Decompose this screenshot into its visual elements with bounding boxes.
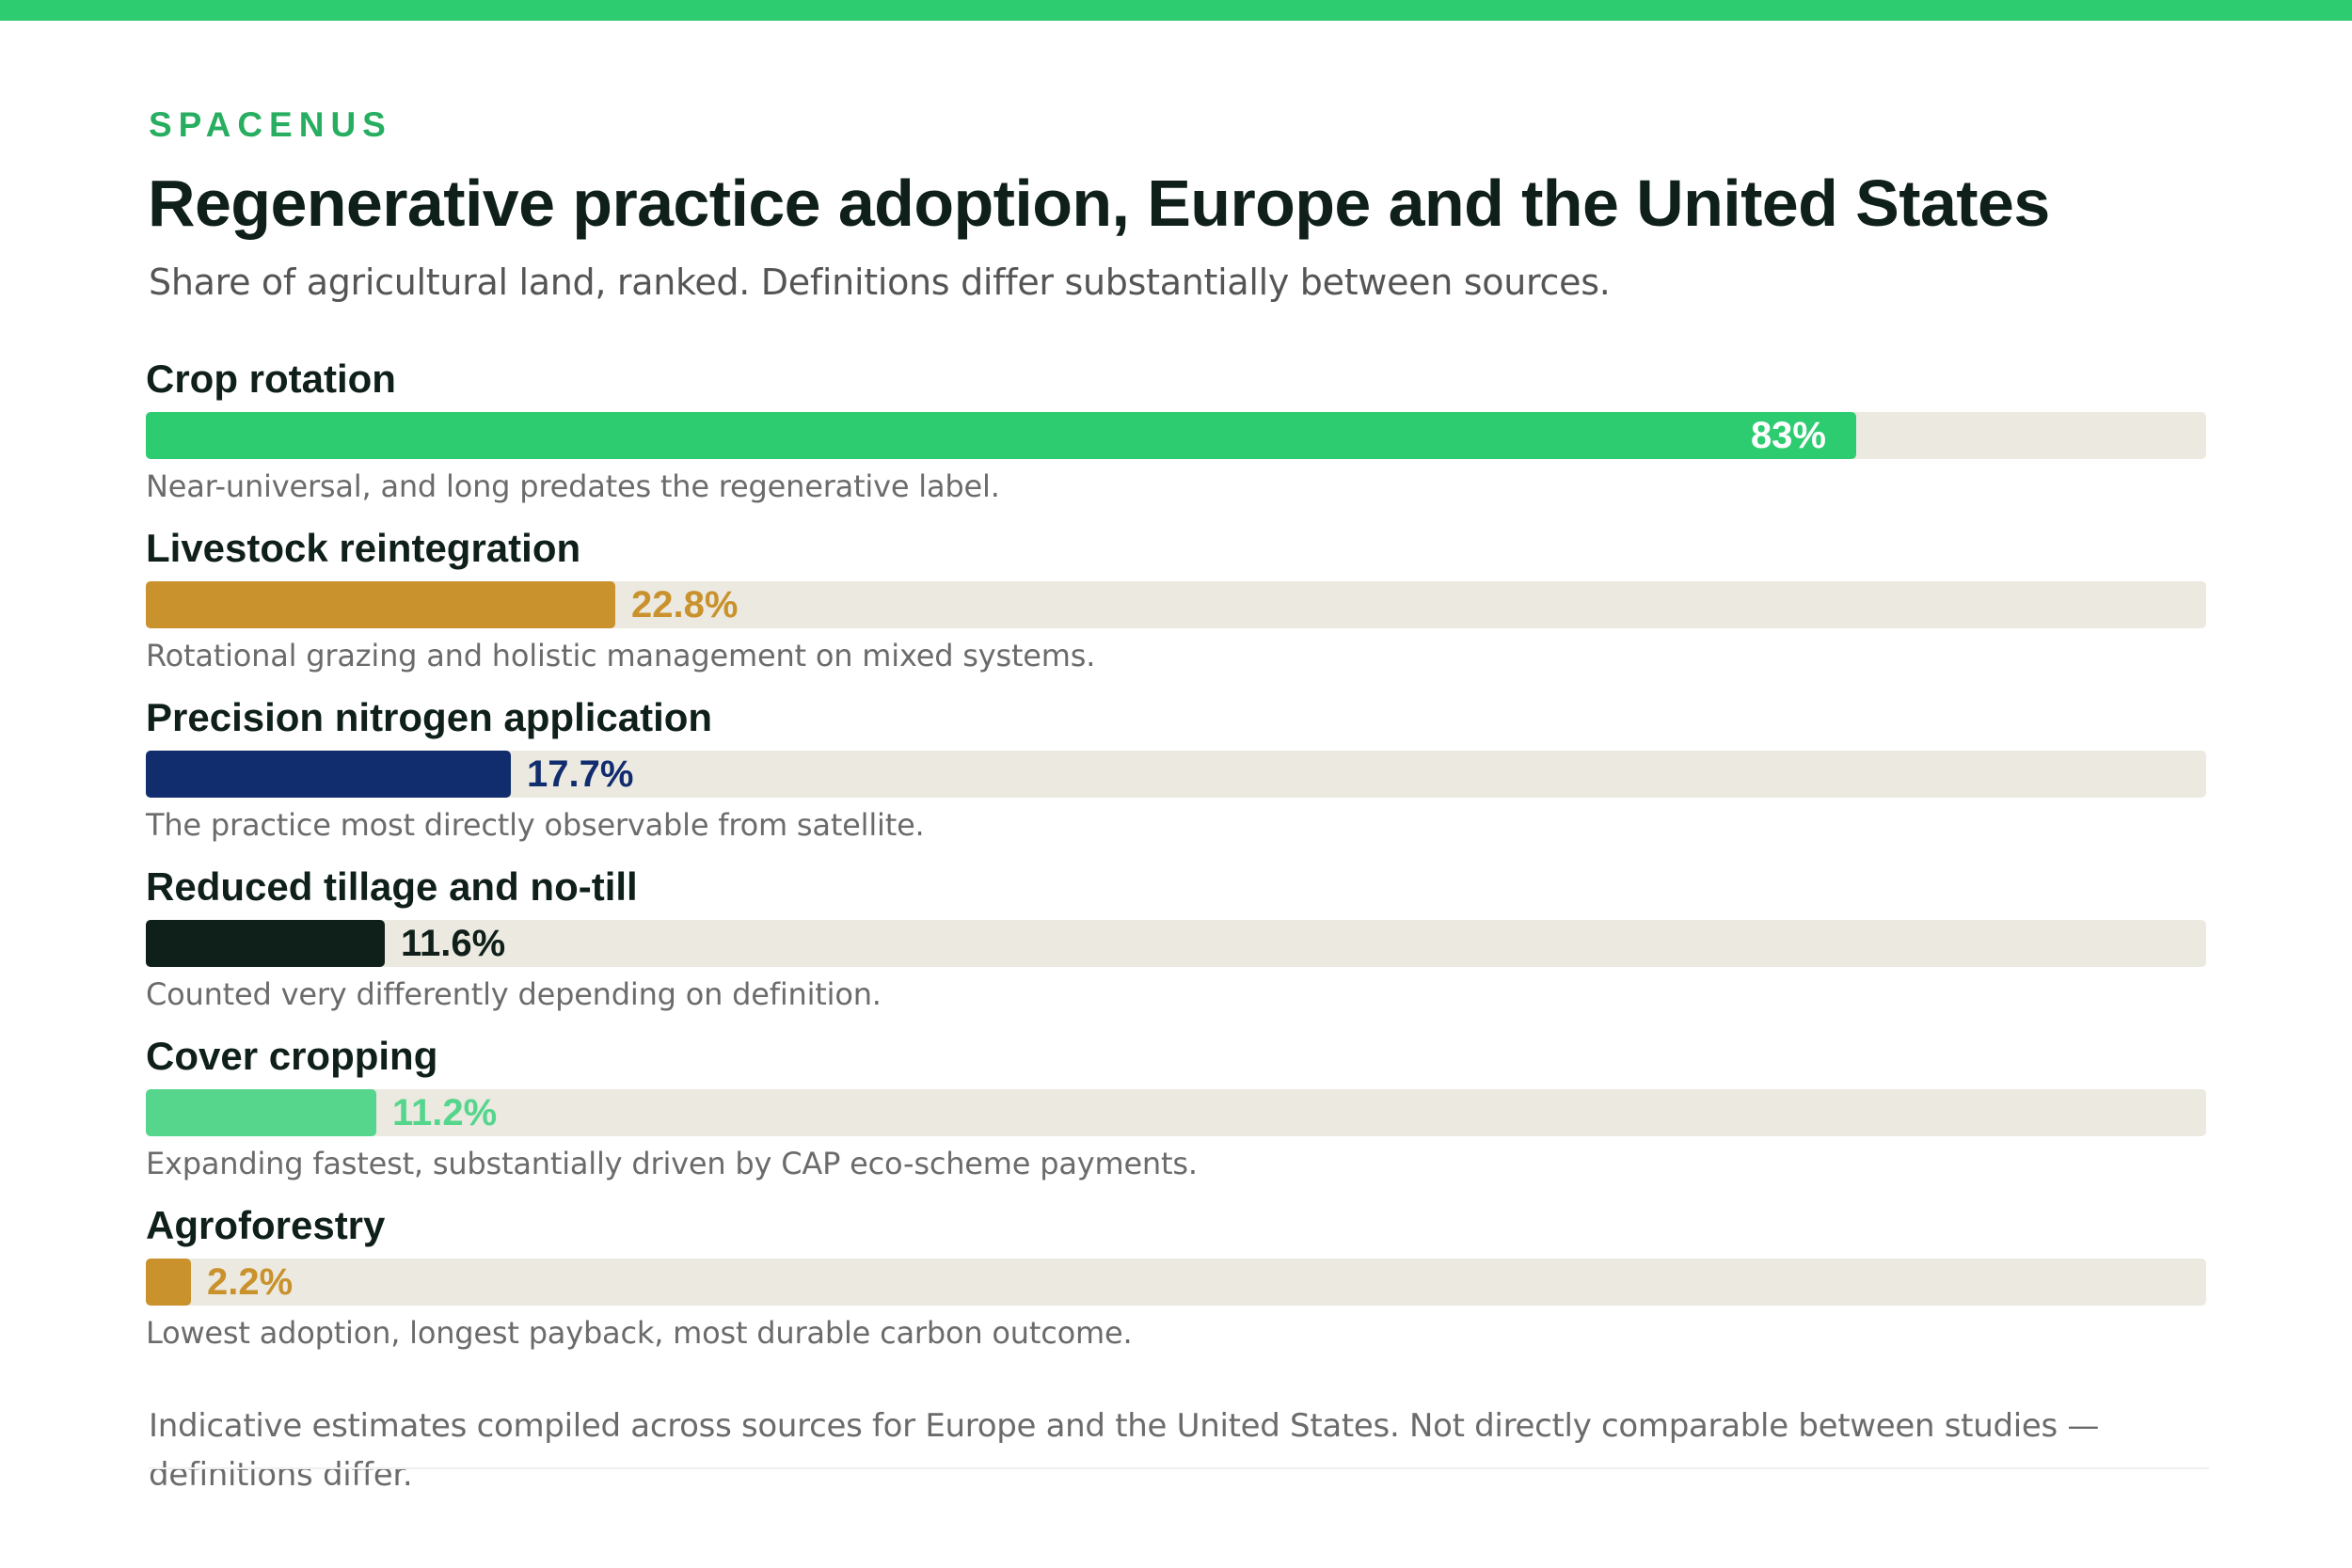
bar-track: 83% (146, 412, 2206, 459)
footer-divider (149, 1467, 2209, 1469)
bar-track: 17.7% (146, 751, 2206, 798)
bar-category-label: Crop rotation (146, 356, 396, 401)
bar-row: Agroforestry 2.2% Lowest adoption, longest… (146, 1203, 2206, 1373)
footnote: Indicative estimates compiled across sou… (149, 1407, 2100, 1494)
bar (146, 920, 385, 967)
bar-category-label: Cover cropping (146, 1034, 438, 1078)
bar-value-label: 83% (1750, 415, 1826, 456)
bar-note: Counted very differently depending on de… (146, 976, 882, 1012)
bar-note: Lowest adoption, longest payback, most d… (146, 1315, 1133, 1351)
bar-track: 2.2% (146, 1259, 2206, 1306)
bar-chart: Crop rotation 83% Near-universal, and long… (146, 356, 2206, 1373)
bar-value-label: 2.2% (207, 1261, 294, 1303)
bar-category-label: Agroforestry (146, 1203, 386, 1247)
bar-value-label: 22.8% (631, 584, 739, 626)
bar-track: 22.8% (146, 581, 2206, 628)
bar-row: Cover cropping 11.2% Expanding fastest, su… (146, 1034, 2206, 1204)
bar-track: 11.2% (146, 1089, 2206, 1136)
bar-track: 11.6% (146, 920, 2206, 967)
bar (146, 1259, 191, 1306)
bar-category-label: Livestock reintegration (146, 526, 581, 570)
bar-note: Near-universal, and long predates the re… (146, 468, 1000, 504)
chart-subtitle: Share of agricultural land, ranked. Defi… (149, 261, 1611, 303)
bar-category-label: Precision nitrogen application (146, 695, 713, 739)
bar-note: The practice most directly observable fr… (146, 807, 925, 843)
bar-row: Livestock reintegration 22.8% Rotational g… (146, 526, 2206, 696)
bar-category-label: Reduced tillage and no-till (146, 864, 638, 909)
bar (146, 1089, 376, 1136)
bar-value-label: 11.6% (401, 923, 506, 964)
bar-note: Expanding fastest, substantially driven … (146, 1146, 1198, 1181)
bar-row: Precision nitrogen application 17.7% The p… (146, 695, 2206, 865)
bar-value-label: 11.2% (392, 1092, 498, 1133)
bar (146, 581, 615, 628)
bar-row: Crop rotation 83% Near-universal, and long… (146, 356, 2206, 527)
bar (146, 751, 511, 798)
brand-name: SPACENUS (149, 105, 392, 144)
bar (146, 412, 1856, 459)
top-accent-bar (0, 0, 2352, 21)
chart-title: Regenerative practice adoption, Europe a… (148, 166, 2050, 240)
bar-row: Reduced tillage and no-till 11.6% Counted … (146, 864, 2206, 1035)
bar-value-label: 17.7% (527, 753, 634, 795)
bar-note: Rotational grazing and holistic manageme… (146, 638, 1096, 673)
